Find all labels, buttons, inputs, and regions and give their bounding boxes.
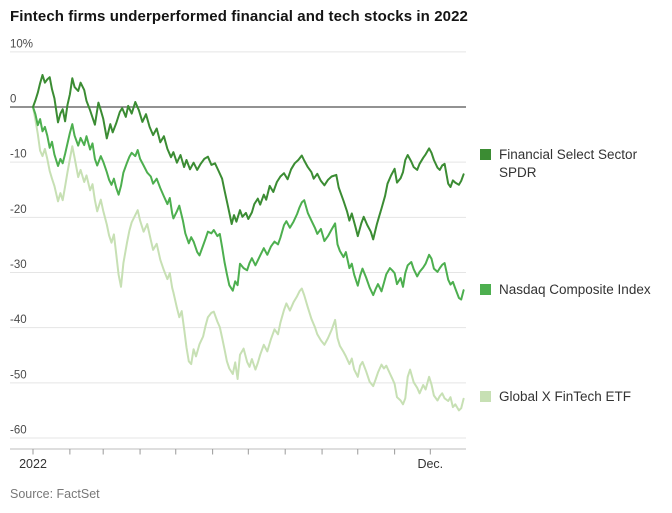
legend-item-financial-select-sector-spdr: Financial Select Sector SPDR — [480, 146, 666, 182]
svg-text:-50: -50 — [10, 369, 27, 381]
legend-item-global-x-fintech-etf: Global X FinTech ETF — [480, 388, 666, 406]
svg-text:-30: -30 — [10, 259, 27, 271]
svg-text:Dec.: Dec. — [417, 457, 443, 471]
svg-text:0: 0 — [10, 94, 16, 106]
legend-swatch-fintech-icon — [480, 391, 491, 402]
svg-text:-20: -20 — [10, 204, 27, 216]
chart-title: Fintech firms underperformed financial a… — [10, 8, 468, 25]
legend-item-nasdaq-composite-index: Nasdaq Composite Index — [480, 281, 666, 299]
svg-text:10%: 10% — [10, 38, 33, 50]
legend-swatch-financial-icon — [480, 149, 491, 160]
legend-label-fintech: Global X FinTech ETF — [499, 389, 632, 404]
svg-text:-10: -10 — [10, 149, 27, 161]
svg-text:-60: -60 — [10, 425, 27, 437]
source-note: Source: FactSet — [10, 487, 100, 501]
legend-label-financial: Financial Select Sector SPDR — [499, 147, 638, 181]
legend-swatch-nasdaq-icon — [480, 284, 491, 295]
svg-text:-40: -40 — [10, 314, 27, 326]
svg-text:2022: 2022 — [19, 457, 47, 471]
legend-label-nasdaq: Nasdaq Composite Index — [499, 282, 651, 297]
